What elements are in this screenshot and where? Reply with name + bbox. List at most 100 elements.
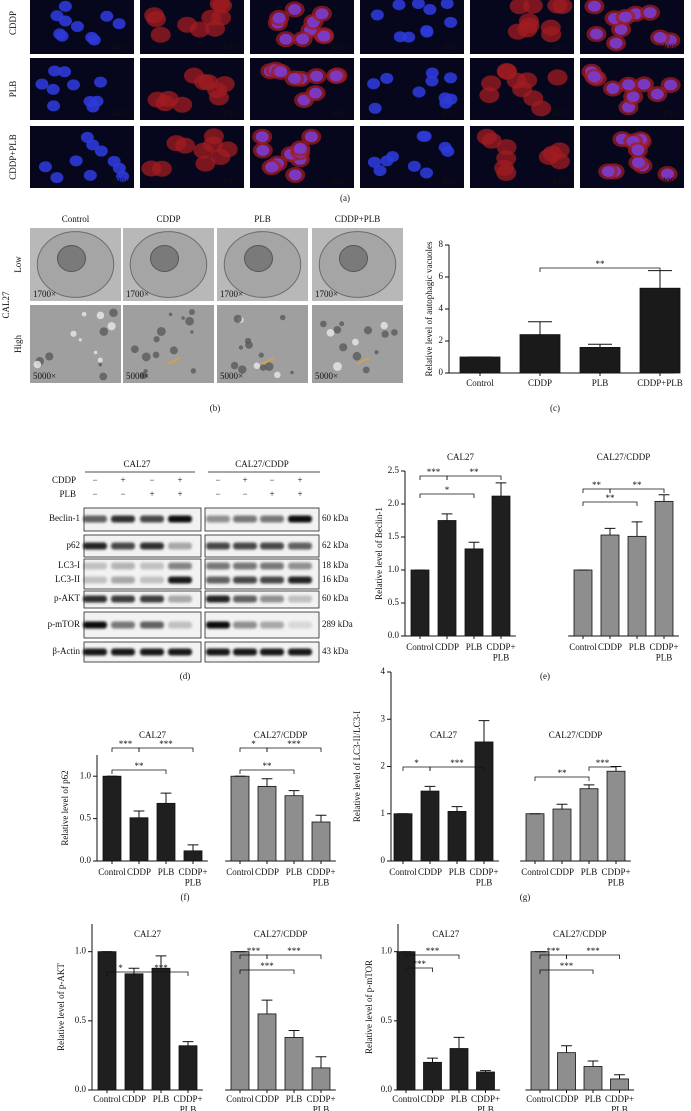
treatment-sign: − [215, 475, 220, 485]
panel-label: (c) [550, 403, 560, 413]
significance-bracket [609, 488, 665, 493]
error-bar [261, 999, 273, 1014]
cell-nucleus [412, 86, 426, 98]
significance-label: ** [263, 761, 273, 771]
cell-nucleus [85, 31, 99, 43]
organelle [96, 311, 105, 320]
cell-nucleus [287, 72, 301, 84]
row-label: High [13, 335, 23, 354]
x-tick-label: Control [526, 1094, 554, 1104]
x-tick-label: CDDP+PLB [471, 1094, 500, 1111]
cell-nucleus [661, 168, 675, 180]
blot-band [111, 648, 135, 656]
cell-nucleus [622, 79, 636, 91]
protein-name: Beclin-1 [49, 513, 80, 523]
treatment-sign: − [92, 489, 97, 499]
cell-nucleus [80, 131, 94, 143]
organelle [99, 327, 109, 336]
x-tick-label: CDDP [598, 642, 622, 652]
error-bar [631, 521, 643, 537]
cell-nucleus [386, 151, 400, 163]
treatment-sign: + [120, 475, 125, 485]
cell-nucleus [47, 100, 61, 112]
cell-nucleus [100, 10, 114, 22]
y-tick-label: 1.0 [388, 564, 400, 574]
cell-cytoplasm [193, 142, 214, 159]
fluorescence-image [360, 0, 464, 54]
organelle [326, 329, 335, 337]
significance-label: ** [135, 761, 145, 771]
cell-cytoplasm [506, 72, 527, 89]
error-bar [587, 1060, 599, 1067]
cell-cytoplasm [146, 11, 167, 28]
cell-cytoplasm [519, 17, 540, 34]
cell-nucleus [265, 161, 279, 173]
panel-label: (a) [340, 193, 350, 203]
blot-band [83, 648, 107, 656]
protein-size: 18 kDa [322, 560, 348, 570]
error-bar [424, 785, 436, 792]
organelle [98, 362, 103, 367]
significance-bracket [405, 967, 433, 972]
group-title: CAL27/CDDP [254, 730, 308, 740]
y-tick-label: 2.0 [388, 498, 400, 508]
magnification: 400× [331, 108, 350, 118]
y-axis-label: Relative level of LC3-II/LC3-I [352, 711, 362, 822]
organelle [169, 346, 178, 355]
cell-nucleus [94, 76, 108, 88]
blot-band [260, 576, 284, 584]
blot-band [140, 595, 164, 603]
magnification: 5000× [315, 371, 338, 381]
organelle [352, 351, 362, 361]
cell-nucleus [420, 25, 434, 37]
cell-cytoplasm [198, 74, 219, 91]
organelle [333, 362, 342, 371]
cell-nucleus [48, 65, 62, 77]
cell-nucleus [50, 172, 64, 184]
treatment-sign: + [297, 475, 302, 485]
magnification: 400× [331, 42, 350, 52]
nucleus [150, 245, 179, 272]
x-tick-label: CDDP+PLB [605, 1094, 634, 1111]
significance-bracket [239, 969, 295, 974]
bar [284, 795, 304, 862]
fluorescence-image [360, 126, 464, 188]
bar [423, 1061, 442, 1091]
blot-band [168, 515, 192, 523]
significance-bracket [419, 493, 475, 498]
protein-size: 289 kDa [322, 619, 353, 629]
blot-band [288, 576, 312, 584]
x-tick-label: CDDP+PLB [173, 1094, 202, 1111]
organelle [245, 341, 253, 349]
x-tick-label: CDDP+PLB [469, 867, 498, 887]
magnification: 400× [441, 176, 460, 186]
cell-nucleus [58, 15, 72, 27]
significance-label: * [445, 485, 450, 495]
y-tick-label: 2 [439, 335, 444, 345]
blot-band [206, 621, 230, 629]
cell-nucleus [664, 79, 678, 91]
cell-nucleus [589, 28, 603, 40]
column-header: Control [62, 214, 90, 224]
cell-cytoplasm [212, 0, 233, 14]
cell-nucleus [601, 165, 615, 177]
blot-band [111, 595, 135, 603]
y-tick-label: 1 [381, 808, 386, 818]
bar [610, 1078, 629, 1091]
row-label: Low [13, 256, 23, 273]
error-bar [588, 343, 612, 348]
group-title: CAL27/CDDP [553, 929, 607, 939]
significance-label: *** [247, 946, 261, 956]
bar [410, 569, 430, 637]
bar [573, 569, 593, 637]
error-bar [288, 790, 300, 796]
significance-label: ** [606, 493, 616, 503]
cell-nucleus [418, 130, 432, 142]
x-tick-label: Control [93, 1094, 121, 1104]
column-header: CDDP [156, 214, 180, 224]
bar [257, 1013, 277, 1091]
protein-size: 16 kDa [322, 574, 348, 584]
x-tick-label: CDDP [418, 867, 442, 877]
organelle [253, 362, 261, 370]
cell-nucleus [58, 66, 72, 78]
